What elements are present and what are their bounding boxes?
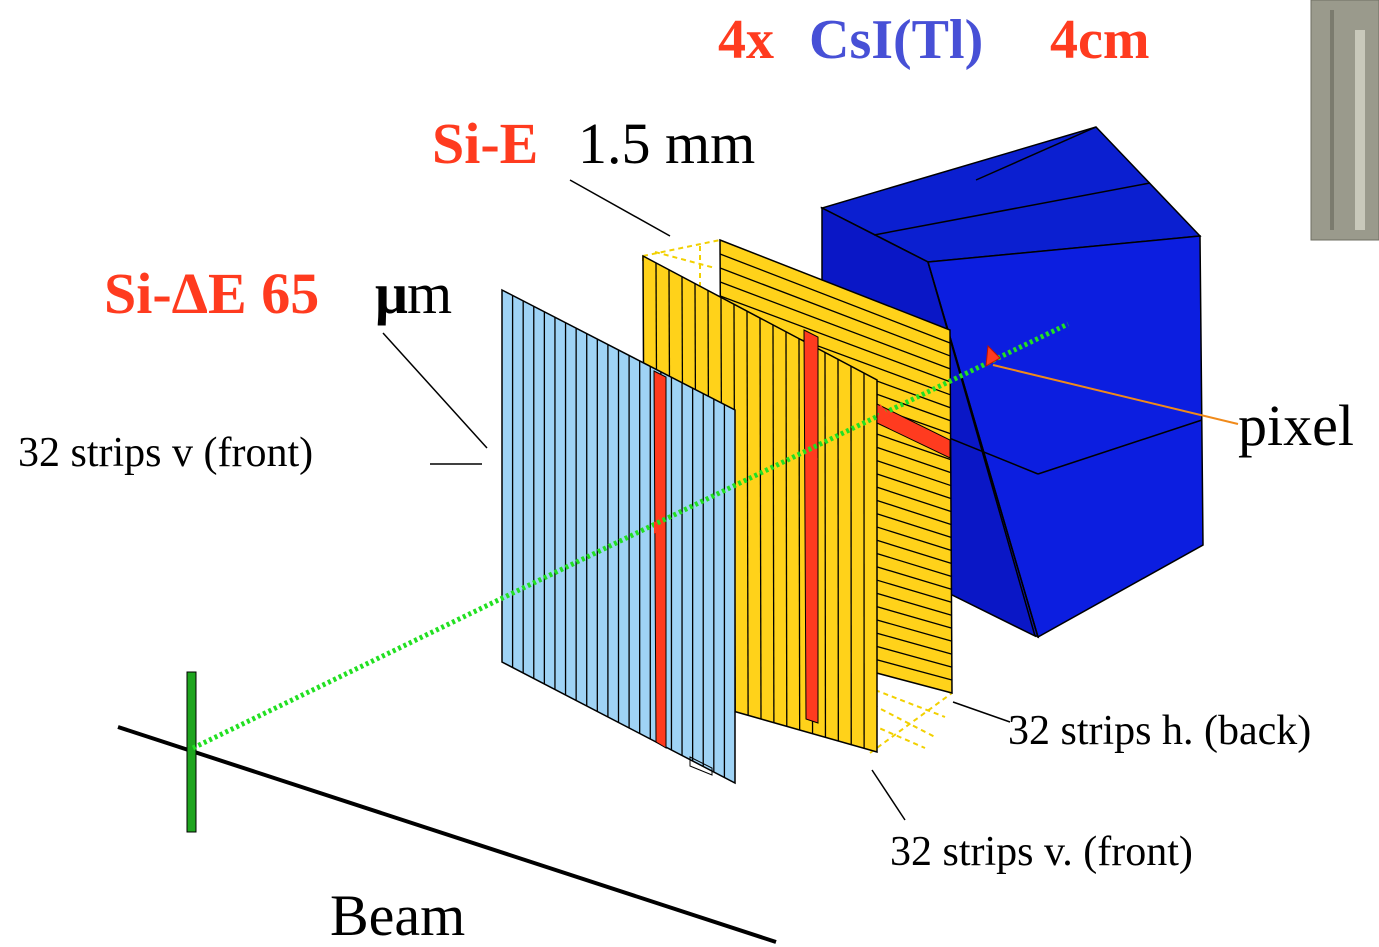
si-de-unit-mu: μ	[375, 261, 408, 326]
si-e-thickness: 1.5 mm	[578, 111, 755, 176]
csi-side-divider-horizontal	[1037, 419, 1203, 475]
si-e-hit-strip-vertical	[803, 329, 819, 724]
si-de-mount-tab	[689, 756, 713, 776]
beam-axis	[117, 725, 777, 944]
si-e-leader	[569, 179, 671, 237]
si-e-front-strip-line	[759, 317, 762, 720]
si-de-hit-marker	[654, 521, 662, 534]
pixel-hit-marker	[985, 344, 1001, 367]
target-foil	[186, 671, 197, 833]
leader-lines	[382, 179, 1011, 821]
si-de-detector	[501, 288, 736, 785]
title-count: 4x	[718, 9, 774, 71]
si-e-front-strip-line	[772, 324, 775, 723]
beam-label: Beam	[330, 883, 465, 947]
si-e-back-strip-line	[719, 253, 951, 344]
si-e-back-strip-line	[720, 295, 951, 383]
e-strips-front-leader	[871, 769, 906, 821]
particle-trajectory	[191, 321, 1070, 751]
si-de-unit-m: m	[407, 261, 452, 326]
photo-thumbnail	[1310, 0, 1379, 241]
si-e-front-strip-line	[785, 331, 788, 727]
pixel-leader	[992, 364, 1239, 425]
si-e-label: Si-E	[432, 111, 538, 176]
si-de-label: Si-ΔE 65	[104, 261, 319, 326]
si-e-hit-strip-horizontal	[876, 403, 951, 459]
e-strips-front-label: 32 strips v. (front)	[890, 829, 1193, 875]
e-strips-back-label: 32 strips h. (back)	[1008, 708, 1311, 754]
csi-top-divider-2	[873, 182, 1151, 236]
csi-side-divider-vertical	[927, 261, 1039, 638]
si-e-back-strip-line	[719, 267, 951, 357]
si-e-hit-marker	[878, 404, 890, 422]
si-e-front-strip-line	[746, 311, 749, 716]
si-e-front-strip-line	[798, 338, 801, 731]
de-strips-front-label: 32 strips v (front)	[18, 430, 313, 476]
si-e-back-strip-line	[719, 281, 951, 370]
title-thickness: 4cm	[1050, 9, 1150, 71]
csi-top-divider	[975, 126, 1097, 181]
si-de-hit-strip	[653, 370, 667, 749]
e-strips-back-leader	[952, 701, 1011, 723]
si-de-leader	[382, 332, 488, 449]
pixel-label: pixel	[1238, 393, 1354, 458]
si-e-front-hit-marker	[810, 452, 818, 466]
title-crystal: CsI(Tl)	[809, 9, 983, 71]
